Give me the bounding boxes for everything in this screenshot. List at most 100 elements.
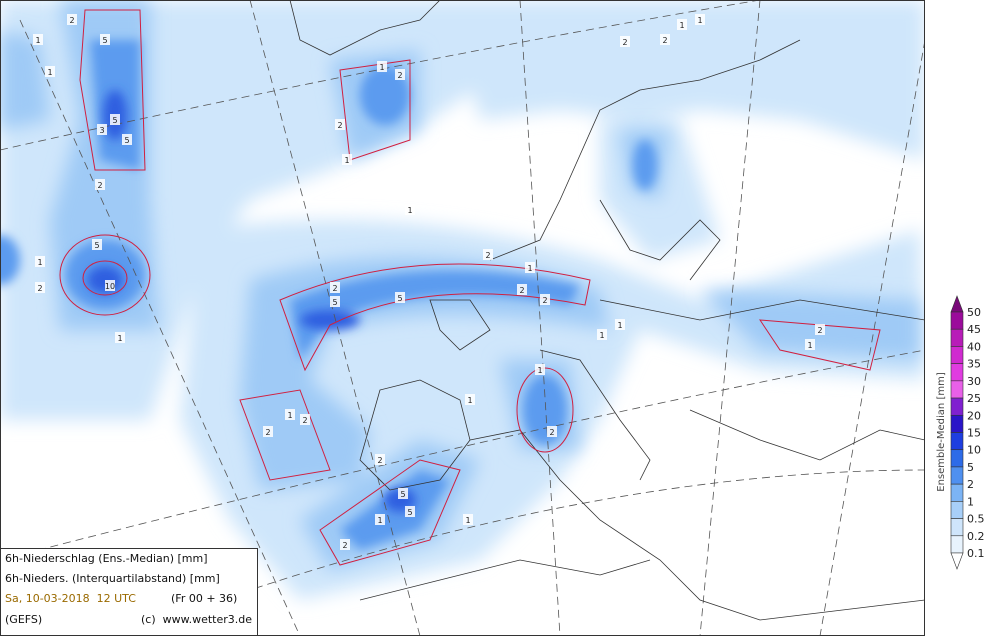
contour-label: 1 — [697, 16, 702, 25]
contour-label: 1 — [407, 206, 412, 215]
contour-label-bg — [67, 14, 77, 25]
colorbar-swatch — [950, 328, 964, 347]
contour-label: 1 — [117, 334, 122, 343]
graticule — [0, 0, 925, 636]
contour-label-bg — [97, 124, 107, 135]
colorbar-label: 0.2 — [967, 530, 985, 543]
contour-label-bg — [405, 204, 415, 215]
contour-label-bg — [285, 409, 295, 420]
colorbar-label: 10 — [967, 444, 981, 457]
contour-label: 5 — [102, 36, 107, 45]
coastlines — [289, 0, 925, 621]
info-date: Sa, 10-03-2018 12 UTC — [5, 592, 136, 605]
contour-label-bg — [95, 179, 105, 190]
contour-label-bg — [300, 414, 310, 425]
contour-label: 1 — [465, 516, 470, 525]
colorbar-cap — [950, 295, 964, 313]
contour-label: 1 — [807, 341, 812, 350]
contour-label: 10 — [105, 282, 115, 291]
contour-label: 5 — [112, 116, 117, 125]
contour-label: 2 — [337, 121, 342, 130]
colorbar-label: 0.1 — [967, 547, 985, 560]
contour-label-bg — [615, 319, 625, 330]
contour-label: 2 — [397, 71, 402, 80]
contour-label: 2 — [97, 181, 102, 190]
colorbar-swatch — [950, 432, 964, 451]
contours — [59, 9, 881, 566]
colorbar-swatch — [950, 466, 964, 485]
contour-label-bg — [465, 394, 475, 405]
contour-label-bg — [45, 66, 55, 77]
contour-label-bg — [100, 34, 110, 45]
contour-label-bg — [375, 454, 385, 465]
contour-label: 2 — [332, 284, 337, 293]
contour-label-bg — [405, 506, 415, 517]
contour-label: 2 — [485, 251, 490, 260]
contour-label: 2 — [542, 296, 547, 305]
contour-label-bg — [35, 256, 45, 267]
contour-label-bg — [463, 514, 473, 525]
contour-label-bg — [110, 114, 120, 125]
contour-label: 1 — [679, 21, 684, 30]
info-model: (GEFS) — [5, 613, 43, 626]
contour-label-bg — [105, 280, 115, 291]
contour-label-bg — [330, 282, 340, 293]
contour-label: 5 — [124, 136, 129, 145]
colorbar-cap — [950, 552, 964, 570]
contour-label-bg — [375, 514, 385, 525]
contour-label-bg — [335, 119, 345, 130]
contour-label: 5 — [94, 241, 99, 250]
colorbar-label: 35 — [967, 358, 981, 371]
colorbar-label: 40 — [967, 340, 981, 353]
contour-label: 2 — [519, 286, 524, 295]
contour-label-bg — [263, 426, 273, 437]
contour-label: 2 — [37, 284, 42, 293]
contour-label: 1 — [287, 411, 292, 420]
contour-label: 2 — [817, 326, 822, 335]
colorbar-label: 20 — [967, 409, 981, 422]
info-run: (Fr 00 + 36) — [171, 592, 238, 605]
colorbar-swatch — [950, 449, 964, 468]
contour-label-bg — [540, 294, 550, 305]
colorbar-swatch — [950, 311, 964, 330]
contour-label: 5 — [400, 490, 405, 499]
contour-label-bg — [342, 154, 352, 165]
contour-label: 2 — [69, 16, 74, 25]
contour-label-bg — [92, 239, 102, 250]
colorbar-swatch — [950, 483, 964, 502]
colorbar-label: 50 — [967, 306, 981, 319]
contour-label-bg — [517, 284, 527, 295]
contour-label-bg — [677, 19, 687, 30]
info-line: 6h-Nieders. (Interquartilabstand) [mm] — [5, 572, 220, 585]
contour-label-bg — [525, 262, 535, 273]
contour-label-bg — [547, 426, 557, 437]
contour-label: 2 — [549, 428, 554, 437]
colorbar-label: 30 — [967, 375, 981, 388]
colorbar-label: 0.5 — [967, 513, 985, 526]
colorbar-swatch — [950, 535, 964, 554]
contour-label: 5 — [397, 294, 402, 303]
contour-label: 1 — [47, 68, 52, 77]
contour-label: 1 — [344, 156, 349, 165]
contour-label-bg — [340, 539, 350, 550]
contour-label: 2 — [377, 456, 382, 465]
contour-label: 1 — [35, 36, 40, 45]
contour-label: 5 — [407, 508, 412, 517]
colorbar-swatch — [950, 501, 964, 519]
contour-label: 2 — [662, 36, 667, 45]
contour-label-bg — [330, 296, 340, 307]
colorbar-label: 2 — [967, 478, 974, 491]
colorbar-title: Ensemble-Median [mm] — [936, 372, 947, 492]
contour-label: 1 — [377, 516, 382, 525]
precip-field: 21 55531251012121215252221112121215512121… — [0, 0, 925, 636]
colorbar-swatch — [950, 397, 964, 416]
contour-label-bg — [695, 14, 705, 25]
contour-label-bg — [122, 134, 132, 145]
colorbar-label: 25 — [967, 392, 981, 405]
contour-label-bg — [377, 61, 387, 72]
contour-label: 2 — [342, 541, 347, 550]
info-box: 6h-Niederschlag (Ens.-Median) [mm] 6h-Ni… — [0, 548, 258, 636]
contour-label-bg — [395, 69, 405, 80]
colorbar-label: 1 — [967, 495, 974, 508]
